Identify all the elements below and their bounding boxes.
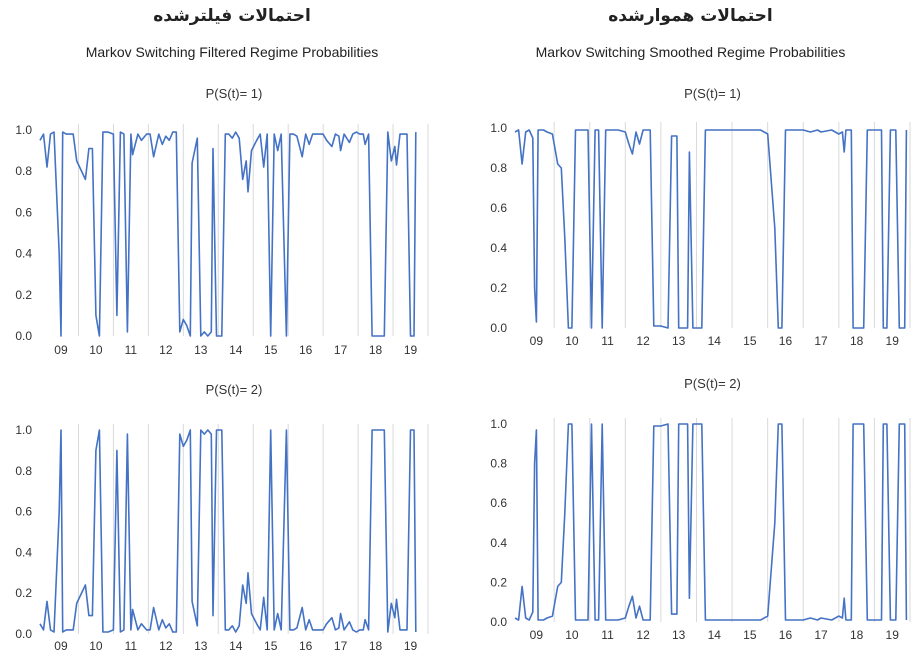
smoothed-p2-x-tick: 14 <box>708 628 722 642</box>
filtered-p2-x-tick: 15 <box>264 639 278 653</box>
smoothed-p2-x-tick: 13 <box>672 628 686 642</box>
filtered-p2-y-tick: 1.0 <box>15 423 32 437</box>
smoothed-p1-x-tick: 09 <box>530 334 544 348</box>
smoothed-p2-x-tick: 10 <box>565 628 579 642</box>
smoothed-p1-x-tick: 18 <box>850 334 864 348</box>
filtered-p2-x-tick: 10 <box>89 639 103 653</box>
smoothed-p1-x-tick: 15 <box>743 334 757 348</box>
smoothed-p2-title: P(S(t)= 2) <box>684 376 741 391</box>
smoothed-p1-y-tick: 0.2 <box>490 281 507 295</box>
filtered-p1-series-line <box>39 131 417 337</box>
smoothed-p1-x-tick: 16 <box>779 334 793 348</box>
right-panel-subtitle: Markov Switching Smoothed Regime Probabi… <box>535 44 846 60</box>
filtered-p1-y-tick: 0.8 <box>15 164 32 178</box>
smoothed-p2-y-tick: 0.8 <box>490 457 507 471</box>
filtered-p2-y-tick: 0.8 <box>15 464 32 478</box>
filtered-p1-x-tick: 18 <box>369 343 383 357</box>
smoothed-p2-x-tick: 16 <box>779 628 793 642</box>
left-panel-title: احتمالات فیلترشده <box>153 6 311 26</box>
smoothed-p1-y-tick: 0.8 <box>490 161 507 175</box>
filtered-p2-x-tick: 19 <box>404 639 418 653</box>
smoothed-p2-x-tick: 09 <box>530 628 544 642</box>
filtered-p2-y-tick: 0.0 <box>15 627 32 641</box>
smoothed-p1-y-tick: 0.6 <box>490 201 507 215</box>
smoothed-p1-x-tick: 13 <box>672 334 686 348</box>
filtered-p2-title: P(S(t)= 2) <box>206 382 263 397</box>
filtered-p2-x-tick: 12 <box>159 639 173 653</box>
filtered-p1-x-tick: 11 <box>125 343 138 357</box>
filtered-p2-x-tick: 11 <box>125 639 138 653</box>
left-panel-subtitle: Markov Switching Filtered Regime Probabi… <box>85 44 379 60</box>
filtered-p1-x-tick: 15 <box>264 343 278 357</box>
filtered-p2-series-line <box>39 429 417 633</box>
smoothed-p2-x-tick: 15 <box>743 628 757 642</box>
filtered-p1-x-tick: 12 <box>159 343 173 357</box>
smoothed-p2-y-tick: 0.6 <box>490 496 507 510</box>
smoothed-p2-y-tick: 1.0 <box>490 417 507 431</box>
filtered-p1-y-tick: 0.4 <box>15 247 32 261</box>
smoothed-p2-x-tick: 11 <box>601 628 614 642</box>
smoothed-p2-series-line <box>514 423 908 621</box>
smoothed-p1-x-tick: 17 <box>814 334 828 348</box>
filtered-p1-x-tick: 10 <box>89 343 103 357</box>
smoothed-p1-x-tick: 19 <box>886 334 900 348</box>
smoothed-p1-series-line <box>514 129 908 329</box>
smoothed-p1-x-tick: 11 <box>601 334 614 348</box>
filtered-p2-x-tick: 14 <box>229 639 243 653</box>
smoothed-p1-y-tick: 1.0 <box>490 121 507 135</box>
filtered-p1-title: P(S(t)= 1) <box>206 86 263 101</box>
smoothed-p1-x-tick: 12 <box>636 334 650 348</box>
filtered-p2-y-tick: 0.6 <box>15 505 32 519</box>
smoothed-p1-y-tick: 0.0 <box>490 321 507 335</box>
filtered-p1-y-tick: 0.6 <box>15 205 32 219</box>
filtered-p2-x-tick: 13 <box>194 639 208 653</box>
filtered-p1-x-tick: 13 <box>194 343 208 357</box>
filtered-p1-x-tick: 09 <box>54 343 68 357</box>
filtered-p2-x-tick: 09 <box>54 639 68 653</box>
filtered-p2-x-tick: 17 <box>334 639 348 653</box>
filtered-p2-x-tick: 16 <box>299 639 313 653</box>
smoothed-p2-x-tick: 19 <box>886 628 900 642</box>
filtered-p1-x-tick: 19 <box>404 343 418 357</box>
filtered-p2-y-tick: 0.2 <box>15 586 32 600</box>
smoothed-p1-x-tick: 14 <box>708 334 722 348</box>
smoothed-p2-y-tick: 0.0 <box>490 615 507 629</box>
filtered-p1-y-tick: 0.2 <box>15 288 32 302</box>
smoothed-p2-x-tick: 18 <box>850 628 864 642</box>
smoothed-p2-x-tick: 17 <box>814 628 828 642</box>
filtered-p2-y-tick: 0.4 <box>15 545 32 559</box>
filtered-p1-x-tick: 14 <box>229 343 243 357</box>
right-panel-title: احتمالات هموارشده <box>608 6 773 26</box>
smoothed-p1-y-tick: 0.4 <box>490 241 507 255</box>
smoothed-p1-x-tick: 10 <box>565 334 579 348</box>
smoothed-p2-y-tick: 0.2 <box>490 575 507 589</box>
filtered-p1-y-tick: 0.0 <box>15 329 32 343</box>
filtered-p1-x-tick: 17 <box>334 343 348 357</box>
filtered-p1-y-tick: 1.0 <box>15 123 32 137</box>
filtered-p1-x-tick: 16 <box>299 343 313 357</box>
filtered-p2-x-tick: 18 <box>369 639 383 653</box>
smoothed-p2-y-tick: 0.4 <box>490 536 507 550</box>
smoothed-p1-title: P(S(t)= 1) <box>684 86 741 101</box>
smoothed-p2-x-tick: 12 <box>636 628 650 642</box>
